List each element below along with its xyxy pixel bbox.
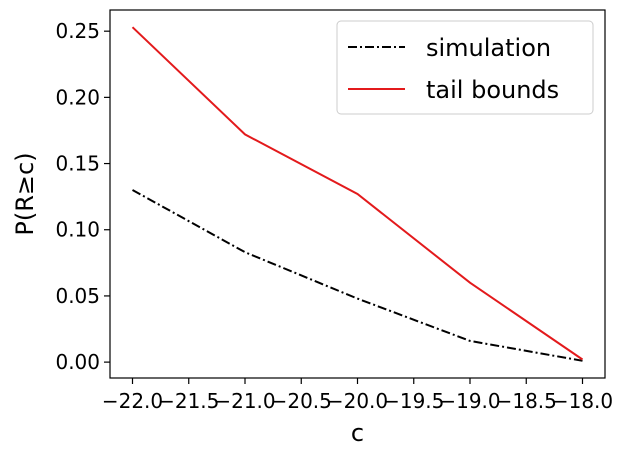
y-tick-label: 0.10 bbox=[55, 218, 100, 242]
series-layer bbox=[131, 26, 584, 362]
y-tick-label: 0.05 bbox=[55, 284, 100, 308]
y-axis-title: P(R≥c) bbox=[11, 152, 39, 235]
y-tick-label: 0.00 bbox=[55, 350, 100, 374]
x-tick-label: −20.0 bbox=[327, 389, 388, 413]
x-tick-label: −22.0 bbox=[102, 389, 163, 413]
y-axis: 0.00 0.05 0.10 0.15 0.20 0.25 bbox=[55, 19, 110, 374]
x-tick-label: −21.0 bbox=[214, 389, 275, 413]
x-tick-label: −20.5 bbox=[271, 389, 332, 413]
x-axis-title: c bbox=[351, 419, 364, 447]
y-tick-label: 0.15 bbox=[55, 152, 100, 176]
legend-box bbox=[336, 20, 594, 115]
x-tick-label: −19.0 bbox=[439, 389, 500, 413]
x-tick-label: −19.5 bbox=[383, 389, 444, 413]
x-tick-label: −18.5 bbox=[496, 389, 557, 413]
series-line-2 bbox=[131, 26, 584, 361]
legend: simulation tail bounds bbox=[336, 20, 594, 115]
y-tick-label: 0.25 bbox=[55, 19, 100, 43]
x-tick-label: −18.0 bbox=[552, 389, 613, 413]
y-tick-label: 0.20 bbox=[55, 85, 100, 109]
x-tick-label: −21.5 bbox=[158, 389, 219, 413]
series-line-1 bbox=[132, 189, 583, 362]
x-axis: −22.0−21.5−21.0−20.5−20.0−19.5−19.0−18.5… bbox=[102, 378, 613, 413]
legend-label-1: simulation bbox=[426, 34, 551, 62]
legend-label-2: tail bounds bbox=[426, 76, 559, 104]
